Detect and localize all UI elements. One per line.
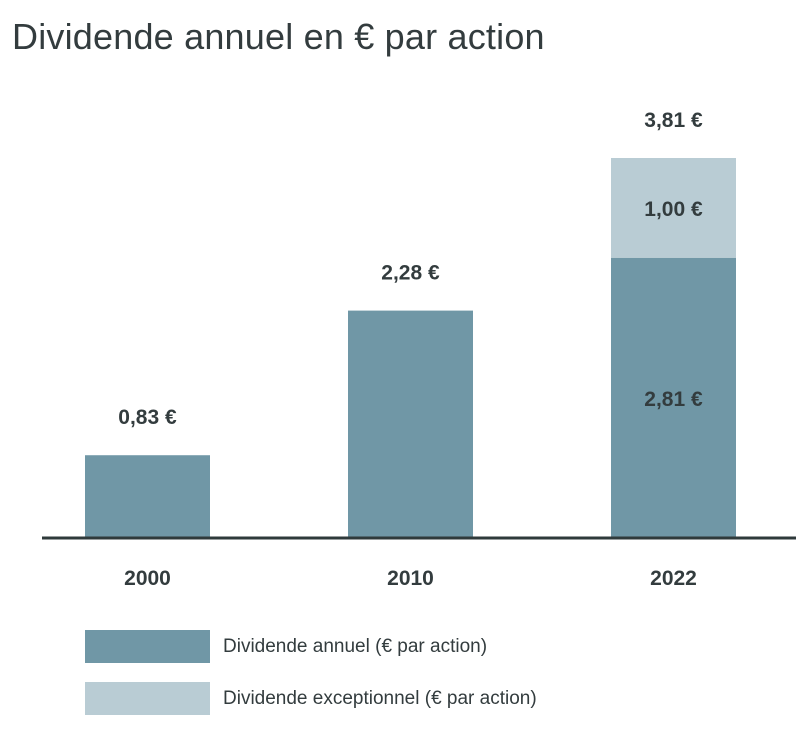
segment-label-2022-annual: 2,81 € (644, 388, 703, 411)
total-label-2010: 2,28 € (381, 262, 440, 285)
bar-2000-annual (85, 455, 210, 538)
bar-chart: 0,83 € 2000 2,28 € 2010 2,81 € 1,00 € 3,81 € 20… (42, 109, 796, 590)
total-label-2022: 3,81 € (644, 109, 703, 132)
legend-label-annual: Dividende annuel (€ par action) (223, 635, 488, 657)
x-tick-label-2000: 2000 (124, 567, 171, 590)
legend-swatch-exceptional (85, 682, 210, 715)
x-tick-label-2022: 2022 (650, 567, 697, 590)
legend-label-exceptional: Dividende exceptionnel (€ par action) (223, 687, 537, 709)
segment-label-2022-exceptional: 1,00 € (644, 198, 703, 221)
total-label-2000: 0,83 € (118, 406, 177, 429)
legend-item-annual: Dividende annuel (€ par action) (85, 630, 537, 663)
legend-item-exceptional: Dividende exceptionnel (€ par action) (85, 682, 537, 715)
bar-2022-exceptional (611, 158, 736, 258)
legend: Dividende annuel (€ par action) Dividend… (85, 630, 537, 734)
chart-title: Dividende annuel en € par action (12, 16, 545, 57)
bar-2022-annual (611, 257, 736, 538)
legend-swatch-annual (85, 630, 210, 663)
bar-2010-annual (348, 310, 473, 538)
x-tick-label-2010: 2010 (387, 567, 434, 590)
